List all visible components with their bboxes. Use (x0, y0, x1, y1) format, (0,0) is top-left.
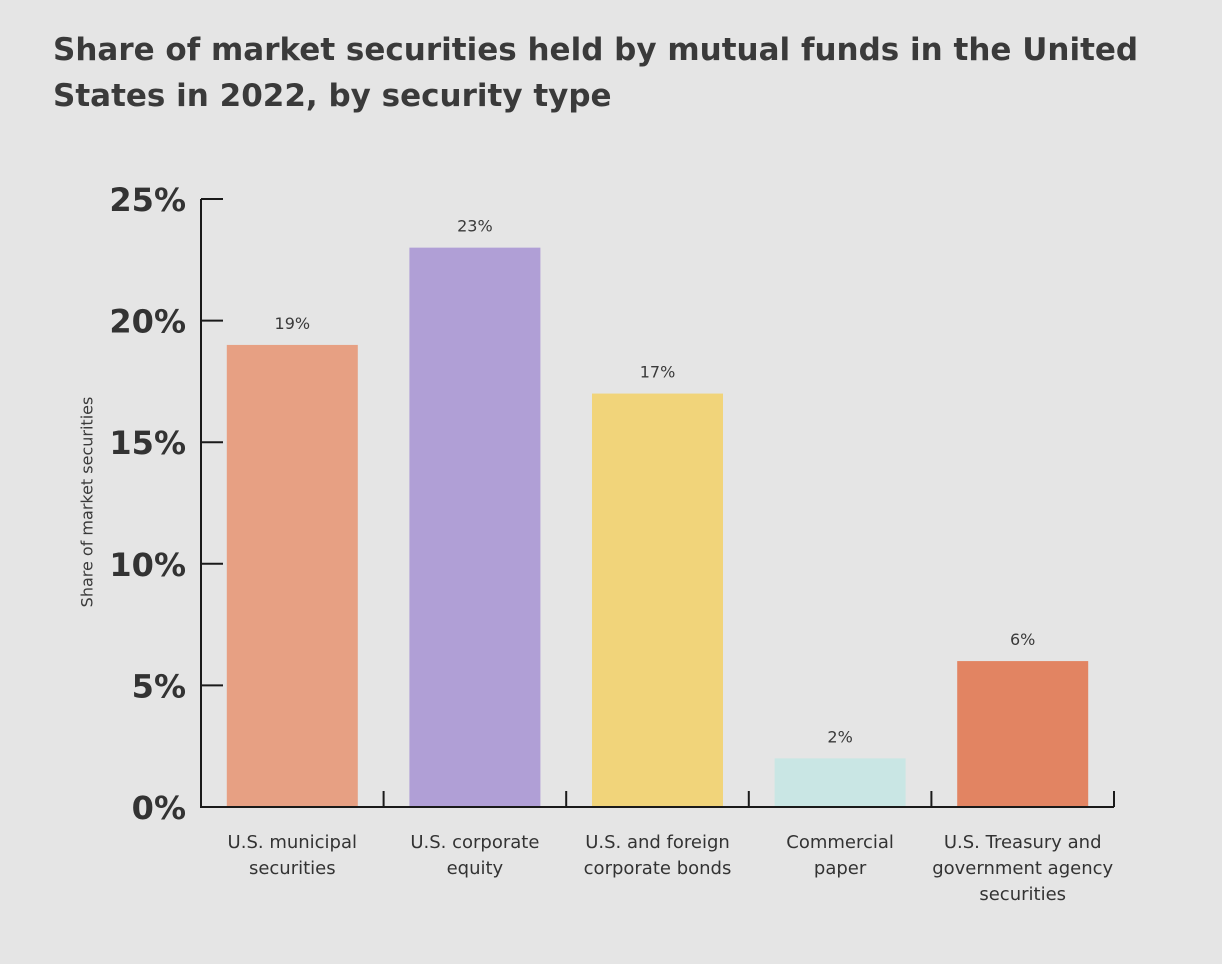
bar (957, 661, 1089, 806)
bar (774, 758, 906, 806)
y-tick-label: 20% (109, 303, 186, 341)
category-label: Commercial (786, 832, 894, 853)
bar (592, 393, 723, 806)
data-label: 2% (827, 727, 852, 746)
category-label: U.S. and foreign (585, 832, 730, 853)
category-label: securities (979, 884, 1066, 905)
data-label: 19% (275, 314, 311, 333)
category-label: U.S. municipal (228, 832, 357, 853)
bars (226, 247, 1089, 806)
category-label: U.S. Treasury and (944, 832, 1102, 853)
labels: 0% 5% 10% 15% 20% 25% 19% U.S. municipal securit… (109, 181, 1113, 905)
category-label: securities (249, 858, 336, 879)
data-label: 6% (1010, 630, 1035, 649)
y-tick-label: 15% (109, 424, 186, 462)
data-label: 23% (457, 217, 493, 236)
category-label: government agency (932, 858, 1113, 879)
bar (226, 344, 358, 806)
category-label: paper (814, 858, 867, 879)
y-tick-label: 0% (132, 789, 186, 827)
chart-title: Share of market securities held by mutua… (53, 32, 1139, 114)
y-tick-label: 10% (109, 546, 186, 584)
axes (200, 198, 1115, 808)
bar (409, 247, 541, 806)
category-label: U.S. corporate (410, 832, 539, 853)
category-label: corporate bonds (584, 858, 732, 879)
data-label: 17% (640, 363, 676, 382)
y-tick-label: 5% (132, 667, 186, 705)
y-tick-label: 25% (109, 181, 186, 219)
category-label: equity (447, 858, 504, 879)
